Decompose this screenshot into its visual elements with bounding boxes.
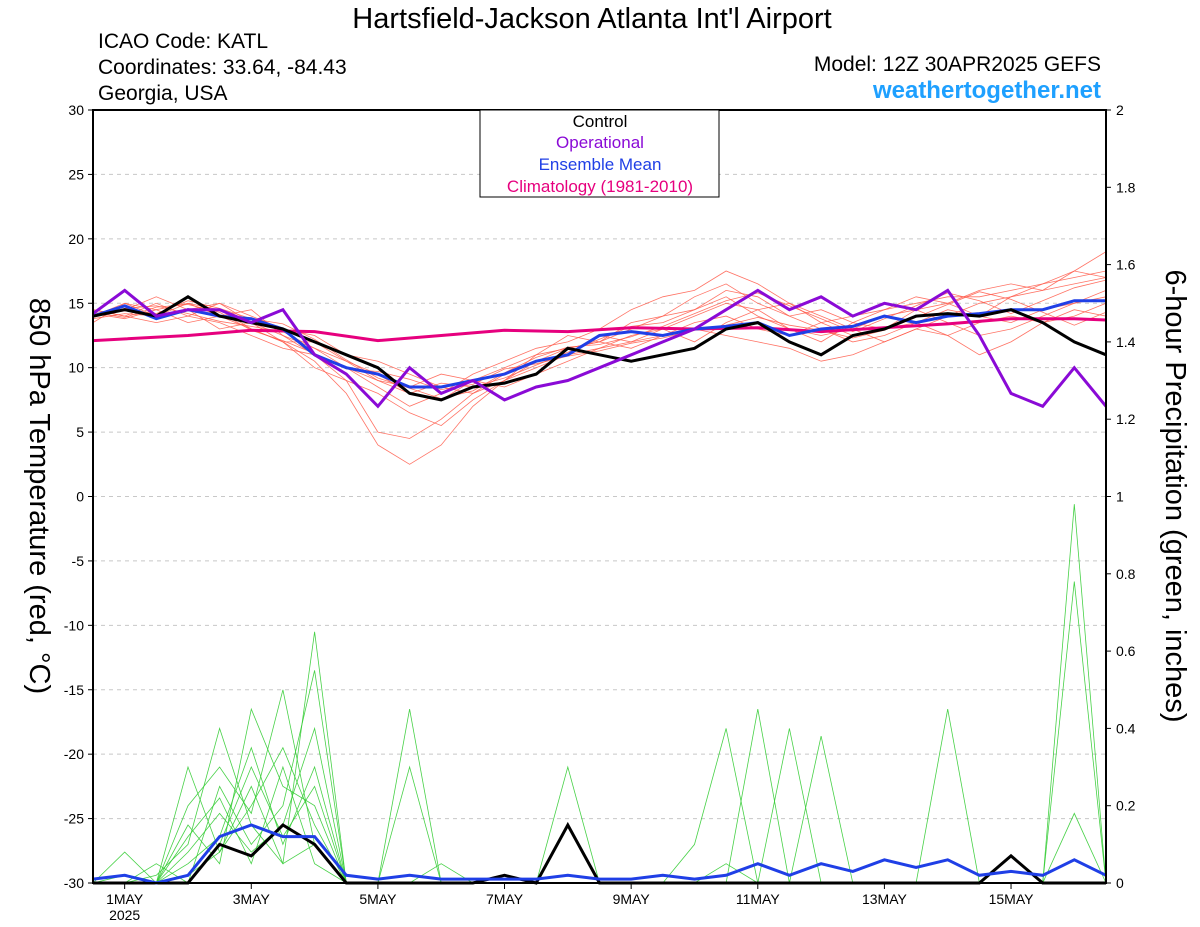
left-tick-label: -5 (72, 553, 85, 569)
icao-code: ICAO Code: KATL (98, 30, 268, 53)
main-series (92, 288, 1108, 885)
right-tick-label: 0.2 (1116, 798, 1136, 814)
x-tick-label: 3MAY (233, 891, 271, 907)
x-tick-label: 1MAY (106, 891, 144, 907)
left-tick-label: 0 (76, 489, 84, 505)
precip-member-line (93, 631, 1107, 884)
right-axis-label: 6-hour Precipitation (green, inches) (1159, 270, 1191, 723)
legend-control: Control (573, 112, 628, 131)
right-tick-label: 0.6 (1116, 643, 1136, 659)
left-tick-label: -10 (64, 617, 84, 633)
legend-box (479, 109, 720, 198)
left-tick-label: 5 (76, 424, 84, 440)
right-tick-label: 1.2 (1116, 411, 1136, 427)
precip-ensemble-mean-line (92, 823, 1107, 885)
right-tick-label: 1 (1116, 489, 1124, 505)
temperature-member-line (92, 291, 1107, 391)
x-tick-label: 7MAY (486, 891, 524, 907)
left-tick-label: -15 (64, 682, 84, 698)
left-tick-label: 30 (68, 102, 84, 118)
x-tick-label: 13MAY (862, 891, 908, 907)
left-tick-label: -20 (64, 746, 84, 762)
right-axis-ticks: 2 1.8 1.6 1.4 1.2 1 0.8 0.6 0.4 0.2 0 (1106, 102, 1136, 891)
right-tick-label: 2 (1116, 102, 1124, 118)
precip-member-line (93, 765, 1106, 884)
right-tick-label: 1.8 (1116, 179, 1136, 195)
region: Georgia, USA (98, 82, 228, 105)
precip-member-line (93, 581, 1107, 884)
left-tick-label: -25 (64, 811, 84, 827)
temperature-ensemble-mean-line (92, 299, 1106, 389)
temperature-operational-line (92, 288, 1108, 409)
x-tick-label: 11MAY (736, 891, 780, 907)
temperature-member-line (92, 270, 1107, 407)
website-link[interactable]: weathertogether.net (872, 77, 1101, 104)
legend-climatology: Climatology (1981-2010) (507, 177, 693, 196)
left-axis-label: 850 hPa Temperature (red, °C) (23, 298, 55, 694)
x-tick-label: 9MAY (613, 891, 651, 907)
precip-member-line (93, 736, 1106, 884)
x-tick-label: 5MAY (359, 891, 397, 907)
left-axis-ticks: 30 25 20 15 10 5 0 -5 -10 -15 -20 -25 -30 (64, 102, 93, 891)
chart-title: Hartsfield-Jackson Atlanta Int'l Airport (352, 3, 831, 35)
right-tick-label: 0.4 (1116, 720, 1136, 736)
grid-lines (93, 109, 1106, 884)
left-tick-label: 25 (68, 166, 84, 182)
left-tick-label: 10 (68, 360, 84, 376)
precip-member-line (93, 765, 1106, 884)
right-tick-label: 0 (1116, 875, 1124, 891)
legend-ensemble-mean: Ensemble Mean (539, 155, 662, 174)
legend-operational: Operational (556, 133, 644, 152)
right-tick-label: 1.4 (1116, 334, 1136, 350)
left-tick-label: 15 (68, 295, 84, 311)
precip-control-line (93, 821, 1106, 885)
left-tick-label: -30 (64, 875, 84, 891)
model-run: Model: 12Z 30APR2025 GEFS (814, 53, 1101, 76)
left-tick-label: 20 (68, 231, 84, 247)
legend: Control Operational Ensemble Mean Climat… (479, 109, 720, 198)
x-tick-year: 2025 (109, 907, 140, 923)
temperature-control-line (92, 295, 1107, 402)
coordinates: Coordinates: 33.64, -84.43 (98, 56, 347, 79)
x-tick-label: 15MAY (989, 891, 1035, 907)
right-tick-label: 0.8 (1116, 566, 1136, 582)
right-tick-label: 1.6 (1116, 257, 1136, 273)
